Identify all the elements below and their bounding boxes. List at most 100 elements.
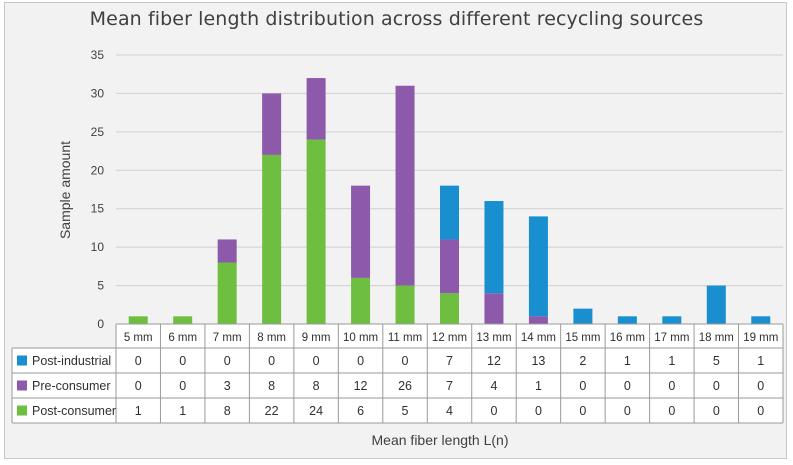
bar-post-consumer <box>262 154 282 324</box>
table-cell-value: 0 <box>224 354 231 368</box>
table-cell-value: 0 <box>579 404 586 418</box>
data-table: 5 mm 6 mm 7 mm 8 mm 9 mm 10 mm 11 mm 12 mm 13 mm… <box>11 323 784 424</box>
table-cell-value: 26 <box>398 379 412 393</box>
bar-post-industrial <box>528 216 548 317</box>
table-cell-value: 0 <box>757 379 764 393</box>
table-cell-value: 0 <box>313 354 320 368</box>
bar-post-consumer <box>217 262 237 324</box>
table-cell-value: 0 <box>179 379 186 393</box>
table-cell-value: 8 <box>268 379 275 393</box>
y-tick-label: 0 <box>97 317 104 331</box>
bar-post-consumer <box>173 316 193 324</box>
table-cell-value: 0 <box>179 354 186 368</box>
y-tick-label: 10 <box>91 240 105 254</box>
table-cell-value: 2 <box>579 354 586 368</box>
table-cell-value: 0 <box>490 404 497 418</box>
table-cell-value: 22 <box>265 404 279 418</box>
y-tick-label: 20 <box>91 163 105 177</box>
bar-pre-consumer <box>262 93 282 155</box>
y-tick-label: 5 <box>97 279 104 293</box>
table-cell-value: 0 <box>402 354 409 368</box>
bar-post-consumer <box>395 285 415 324</box>
bar-post-industrial <box>573 308 593 324</box>
table-cell-value: 12 <box>354 379 368 393</box>
table-cell-value: 7 <box>446 379 453 393</box>
bar-post-consumer <box>440 293 459 324</box>
table-cell-value: 3 <box>224 379 231 393</box>
legend-swatch <box>17 405 27 416</box>
x-tick-label: 17 mm <box>654 332 689 344</box>
bars <box>128 78 771 324</box>
table-cell-value: 1 <box>535 379 542 393</box>
bar-pre-consumer <box>440 239 459 294</box>
table-cell-value: 0 <box>579 379 586 393</box>
bar-pre-consumer <box>528 316 548 324</box>
x-tick-label: 9 mm <box>302 332 331 344</box>
x-tick-label: 8 mm <box>257 332 286 344</box>
table-cell-value: 5 <box>713 354 720 368</box>
bar-post-industrial <box>751 316 771 324</box>
y-tick-label: 35 <box>91 48 105 62</box>
table-cell-value: 8 <box>313 379 320 393</box>
y-axis: 0 5 10 15 20 25 30 35 <box>91 48 105 331</box>
table-cell-value: 6 <box>357 404 364 418</box>
table-cell-value: 0 <box>535 404 542 418</box>
x-axis-label: Mean fiber length L(n) <box>372 432 509 448</box>
table-cell-value: 0 <box>624 379 631 393</box>
legend-swatch <box>17 380 27 391</box>
bar-pre-consumer <box>351 185 371 278</box>
y-tick-label: 15 <box>91 202 105 216</box>
bar-post-consumer <box>351 277 371 324</box>
table-cell-value: 1 <box>135 404 142 418</box>
table-cell-value: 0 <box>624 404 631 418</box>
x-tick-label: 14 mm <box>521 332 556 344</box>
y-axis-label: Sample amount <box>57 141 73 239</box>
table-cell-value: 4 <box>490 379 497 393</box>
table-cell-value: 0 <box>757 404 764 418</box>
x-tick-label: 18 mm <box>699 332 734 344</box>
x-tick-label: 15 mm <box>565 332 600 344</box>
bar-post-industrial <box>617 316 637 324</box>
table-cell-value: 5 <box>402 404 409 418</box>
bar-post-industrial <box>484 201 504 294</box>
bar-post-consumer <box>128 316 148 324</box>
legend-swatch <box>17 355 27 366</box>
table-cell-value: 1 <box>624 354 631 368</box>
legend-label: Post-consumer <box>32 404 116 418</box>
table-cell-value: 7 <box>446 354 453 368</box>
bar-post-consumer <box>306 139 326 324</box>
bar-pre-consumer <box>395 85 415 286</box>
legend-label: Pre-consumer <box>32 379 111 393</box>
y-tick-label: 30 <box>91 86 105 100</box>
table-cell-value: 0 <box>135 354 142 368</box>
x-tick-label: 11 mm <box>388 332 422 344</box>
table-cell-value: 13 <box>531 354 545 368</box>
x-tick-label: 6 mm <box>168 332 197 344</box>
bar-post-industrial <box>440 185 459 240</box>
x-tick-label: 16 mm <box>610 332 645 344</box>
table-cell-value: 24 <box>309 404 323 418</box>
x-tick-label: 7 mm <box>213 332 242 344</box>
legend-label: Post-industrial <box>32 354 111 368</box>
table-cell-value: 0 <box>713 379 720 393</box>
table-cell-value: 0 <box>268 354 275 368</box>
table-cell-value: 0 <box>668 379 675 393</box>
table-cell-value: 4 <box>446 404 453 418</box>
table-cell-value: 1 <box>757 354 764 368</box>
table-cell-value: 1 <box>179 404 186 418</box>
y-tick-label: 25 <box>91 125 105 139</box>
table-background <box>12 348 116 423</box>
table-cell-value: 0 <box>357 354 364 368</box>
table-cell-value: 8 <box>224 404 231 418</box>
table-cell-value: 12 <box>487 354 501 368</box>
x-tick-label: 5 mm <box>124 332 153 344</box>
table-cell-value: 0 <box>668 404 675 418</box>
table-cell-value: 0 <box>135 379 142 393</box>
bar-pre-consumer <box>484 293 504 324</box>
x-tick-label: 19 mm <box>743 332 778 344</box>
x-tick-label: 10 mm <box>343 332 378 344</box>
bar-pre-consumer <box>217 239 237 263</box>
chart-title: Mean fiber length distribution across di… <box>89 8 704 30</box>
bar-pre-consumer <box>306 78 326 140</box>
